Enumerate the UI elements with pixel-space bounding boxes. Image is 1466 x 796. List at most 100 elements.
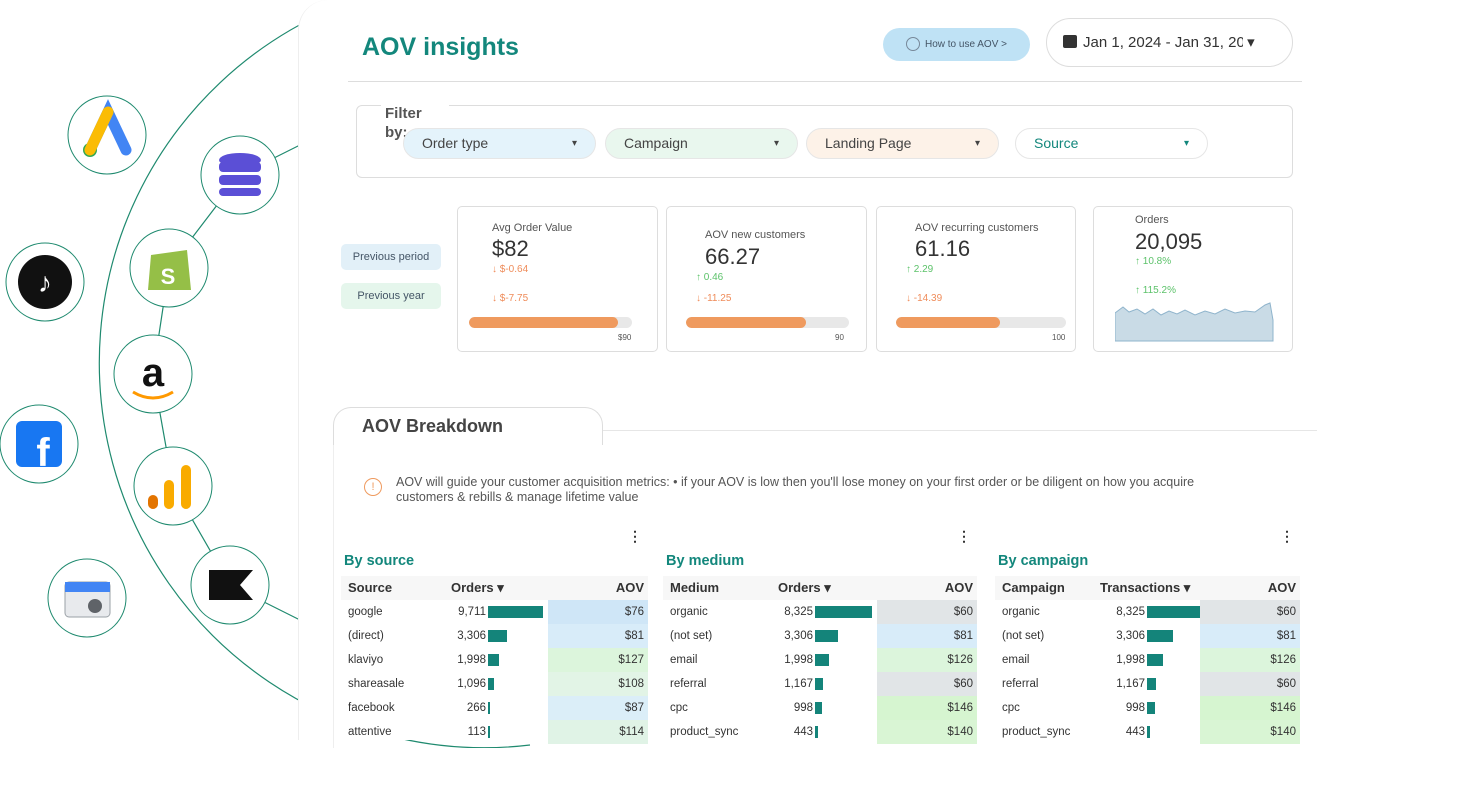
column-header: AOV [1267,580,1296,595]
filter-dropdown[interactable]: Landing Page [806,128,999,159]
aov-value: $126 [947,654,973,666]
aov-cell [877,624,977,648]
kpi-change-value: $-0.64 [499,264,529,275]
row-label: cpc [1002,702,1020,714]
table-header: Campaign Transactions ▾ AOV [995,576,1300,600]
aov-cell [877,672,977,696]
aov-cell [548,696,648,720]
aov-cell [1200,624,1300,648]
orders-bar [815,726,819,738]
table-row: cpc 998 $146 [663,696,977,720]
orders-label: 998 [793,702,813,714]
breakdown-table: ⋮ By source Source Orders ▾ AOV google 9,711 $7… [341,528,648,744]
table-row: product_sync 443 $140 [663,720,977,744]
orders-label: 266 [466,702,486,714]
orders-label: 8,325 [1116,606,1145,618]
breakdown-panel [333,430,1317,751]
table-header: Medium Orders ▾ AOV [663,576,977,600]
column-header[interactable]: Transactions ▾ [1100,580,1191,595]
orders-label: 443 [793,726,813,738]
aov-cell [1200,600,1300,624]
table-row: email 1,998 $126 [663,648,977,672]
table-row: shareasale 1,096 $108 [341,672,648,696]
row-label: referral [1002,678,1039,690]
filter-dropdown[interactable]: Order type [403,128,596,159]
orders-label: 113 [467,726,486,738]
orders-bar [488,654,500,666]
svg-text:S: S [161,264,176,289]
orders-label: 1,998 [457,654,486,666]
filter-dropdown[interactable]: Campaign [605,128,798,159]
column-header[interactable]: Orders ▾ [451,580,504,595]
kpi-title: Avg Order Value [492,222,573,234]
progress-max: $90 [618,333,632,342]
orders-label: 443 [1125,726,1145,738]
orders-bar [815,654,829,666]
aov-value: $81 [1276,630,1296,642]
table-row: referral 1,167 $60 [663,672,977,696]
orders-bar [815,630,838,642]
aov-cell [1200,696,1300,720]
orders-bar [488,630,507,642]
row-label: attentive [348,726,392,738]
kpi-change: ↓ $-0.64 [492,264,529,275]
aov-value: $60 [1276,606,1296,618]
table-header: Source Orders ▾ AOV [341,576,648,600]
row-label: klaviyo [348,654,384,666]
orders-label: 8,325 [784,606,813,618]
kpi-value: 20,095 [1135,229,1203,254]
row-label: organic [670,606,708,618]
aov-value: $114 [619,726,644,738]
row-label: product_sync [670,726,739,738]
row-label: shareasale [348,678,405,690]
column-header: AOV [944,580,973,595]
aov-value: $87 [624,702,644,714]
filter-dropdown[interactable]: Source [1015,128,1208,159]
table-title: By source [344,553,415,569]
orders-bar [488,726,490,738]
orders-bar [815,702,822,714]
table-row: referral 1,167 $60 [995,672,1300,696]
info-note: AOV will guide your customer acquisition… [396,475,1195,504]
progress-track [896,317,1066,328]
aov-value: $146 [1270,702,1296,714]
aov-cell [877,648,977,672]
progress-bar [469,317,618,328]
kpi-card: AOV new customers 66.27 ↑ 0.46 ↓ -11.25 90 [666,206,867,352]
table-menu[interactable]: ⋮ [1280,528,1294,544]
aov-cell [548,624,648,648]
aov-value: $140 [1270,726,1296,738]
kpi-change: ↑ 115.2% [1135,285,1176,296]
table-menu[interactable]: ⋮ [628,528,642,544]
table-row: organic 8,325 $60 [663,600,977,624]
svg-text:f: f [36,431,50,475]
orders-bar [488,606,543,618]
table-title: By medium [666,553,745,569]
orders-bar [815,678,823,690]
kpi-change: ↑ 2.29 [906,264,934,275]
table-row: organic 8,325 $60 [995,600,1300,624]
comparison-pill: Previous year [341,283,441,309]
aov-value: $76 [624,606,644,618]
table-row: (not set) 3,306 $81 [995,624,1300,648]
help-label: How to use AOV > [925,39,1007,50]
svg-text:♪: ♪ [38,267,52,298]
breakdown-table: ⋮ By medium Medium Orders ▾ AOV organic 8,325 $… [663,528,977,744]
aov-cell [877,600,977,624]
column-header[interactable]: Orders ▾ [778,580,831,595]
table-row: attentive 113 $114 [341,720,648,744]
date-picker[interactable]: Jan 1, 2024 - Jan 31, 2024 ▾ [1046,18,1293,67]
aov-cell [548,720,648,744]
kpi-card: Avg Order Value $82 ↓ $-0.64 ↓ $-7.75 $90 [457,206,658,352]
comparison-pill: Previous period [341,244,441,270]
row-label: organic [1002,606,1040,618]
orders-bar [488,678,495,690]
orders-label: 3,306 [784,630,813,642]
aov-cell [548,600,648,624]
orders-label: 1,096 [457,678,486,690]
kpi-title: Orders [1135,214,1169,226]
kpi-change-value: 0.46 [703,272,724,283]
progress-bar [896,317,1000,328]
table-menu[interactable]: ⋮ [957,528,971,544]
help-button[interactable]: How to use AOV > [883,28,1030,61]
